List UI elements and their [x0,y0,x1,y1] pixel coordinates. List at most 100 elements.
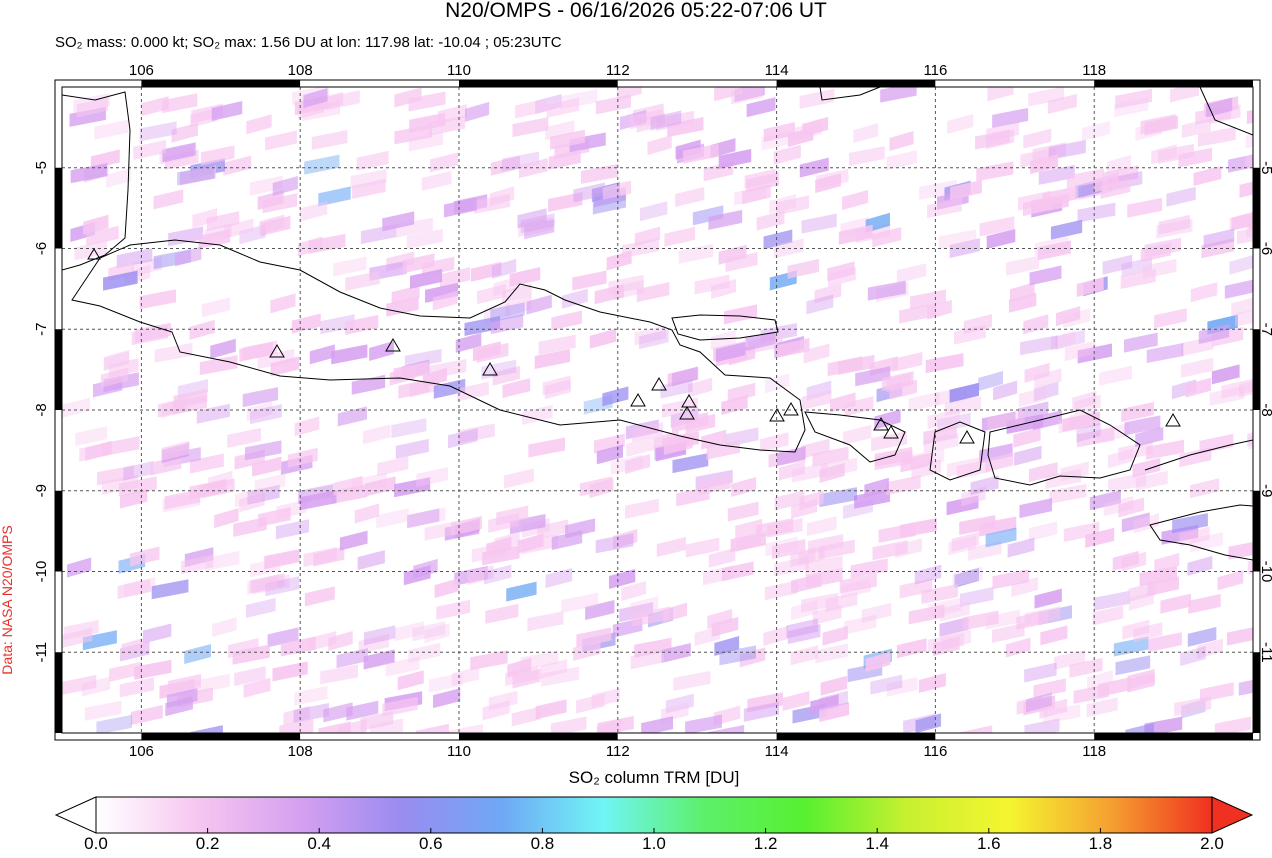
swath-pixel [874,446,913,467]
swath-pixel [710,329,736,350]
swath-pixel [223,155,252,176]
swath-pixel [867,280,906,301]
swath-pixel [580,163,618,184]
grid [62,87,1253,733]
swath-pixel [812,604,842,625]
swath-pixel [120,488,148,509]
swath-pixel [1030,154,1059,175]
swath-pixel [1193,165,1222,186]
swath-pixel [1024,362,1050,383]
x-tick-label: 108 [288,62,313,79]
swath-pixel [1148,632,1182,653]
swath-pixel [1019,498,1053,519]
swath-pixel [309,344,335,365]
swath-pixel [985,527,1017,548]
swath-pixel [896,638,927,659]
axes: 106 106 108 108 110 110 112 112 114 114 116 116 118 1… [33,62,1272,760]
swath-pixel [819,702,850,723]
swath-pixel [490,155,520,176]
swath-pixel [1043,704,1081,725]
swath-pixel [925,353,964,374]
swath-pixel [409,377,439,398]
y-tick-label: -9 [33,484,50,497]
swath-pixel [619,602,654,623]
swath-pixel [1154,308,1187,329]
swath-pixel [538,334,576,355]
colorbar-min-arrow [54,796,97,834]
swath-pixel [812,446,849,467]
swath-pixel [395,438,429,459]
swath-pixel [1082,121,1111,142]
swath-pixel [721,395,748,416]
swath-pixel [572,270,607,291]
swath-pixel [175,246,202,267]
swath-pixel [360,711,394,732]
swath-pixel [313,546,345,567]
swath-pixel [864,477,889,498]
swath-pixel [200,145,235,166]
swath-pixel [1245,154,1253,170]
swath-pixel [196,403,230,424]
swath-pixel [192,208,218,229]
swath-pixel [304,586,335,607]
swath-pixel [96,714,132,733]
swath-pixel [1133,513,1160,534]
y-tick-label: -11 [1258,642,1272,663]
swath-pixel [1246,223,1253,238]
coastline [1199,87,1253,136]
swath-pixel [1154,552,1180,573]
swath-pixel [1045,468,1082,489]
swath-pixel [490,302,525,323]
swath-pixel [735,518,763,539]
swath-pixel [129,546,160,567]
swath-pixel [1135,470,1168,491]
swath-pixel [910,289,946,310]
swath-pixel [377,456,409,477]
swath-pixel [673,670,711,691]
swath-pixel [1005,637,1031,658]
x-tick-label: 114 [765,743,789,760]
swath-pixel [104,349,130,370]
swath-pixel [520,650,559,671]
swath-pixel [246,597,276,618]
swath-pixel [763,229,793,250]
swath-pixel [212,617,237,638]
swath-pixel [234,487,263,508]
swath-pixel [234,666,266,687]
swath-pixel [1187,555,1213,576]
swath-pixel [685,714,722,733]
swath-pixel [172,394,207,415]
swath-pixel [512,668,541,689]
swath-pixel [801,390,832,411]
swath-pixel [1014,445,1042,466]
swath-pixel [515,98,547,119]
swath-pixel [1055,329,1085,350]
swath-pixel [227,638,259,659]
swath-pixel [180,554,214,575]
swath-pixel [595,533,634,554]
swath-pixel [118,476,157,497]
swath-pixel [874,409,901,430]
swath-pixel [722,561,754,582]
swath-pixel [504,468,534,489]
swath-pixel [424,520,457,541]
swath-pixel [250,404,282,425]
frame-band [1253,410,1260,491]
swath-pixel [561,592,599,613]
swath-pixel [545,120,575,141]
swath-pixel [842,189,869,210]
swath-pixel [561,288,588,309]
swath-pixel [1017,401,1049,422]
swath-pixel [1102,254,1133,275]
swath-pixel [1197,638,1223,659]
swath-pixel [928,597,962,618]
swath-pixel [275,519,309,540]
swath-pixel [505,296,532,317]
swath-pixel [763,122,795,143]
swath-pixel [257,349,295,370]
swath-pixel [249,175,283,196]
swath-pixel [247,484,280,505]
y-tick-label: -5 [1258,161,1272,174]
swath-pixel [465,101,490,122]
swath-pixel [206,211,240,232]
